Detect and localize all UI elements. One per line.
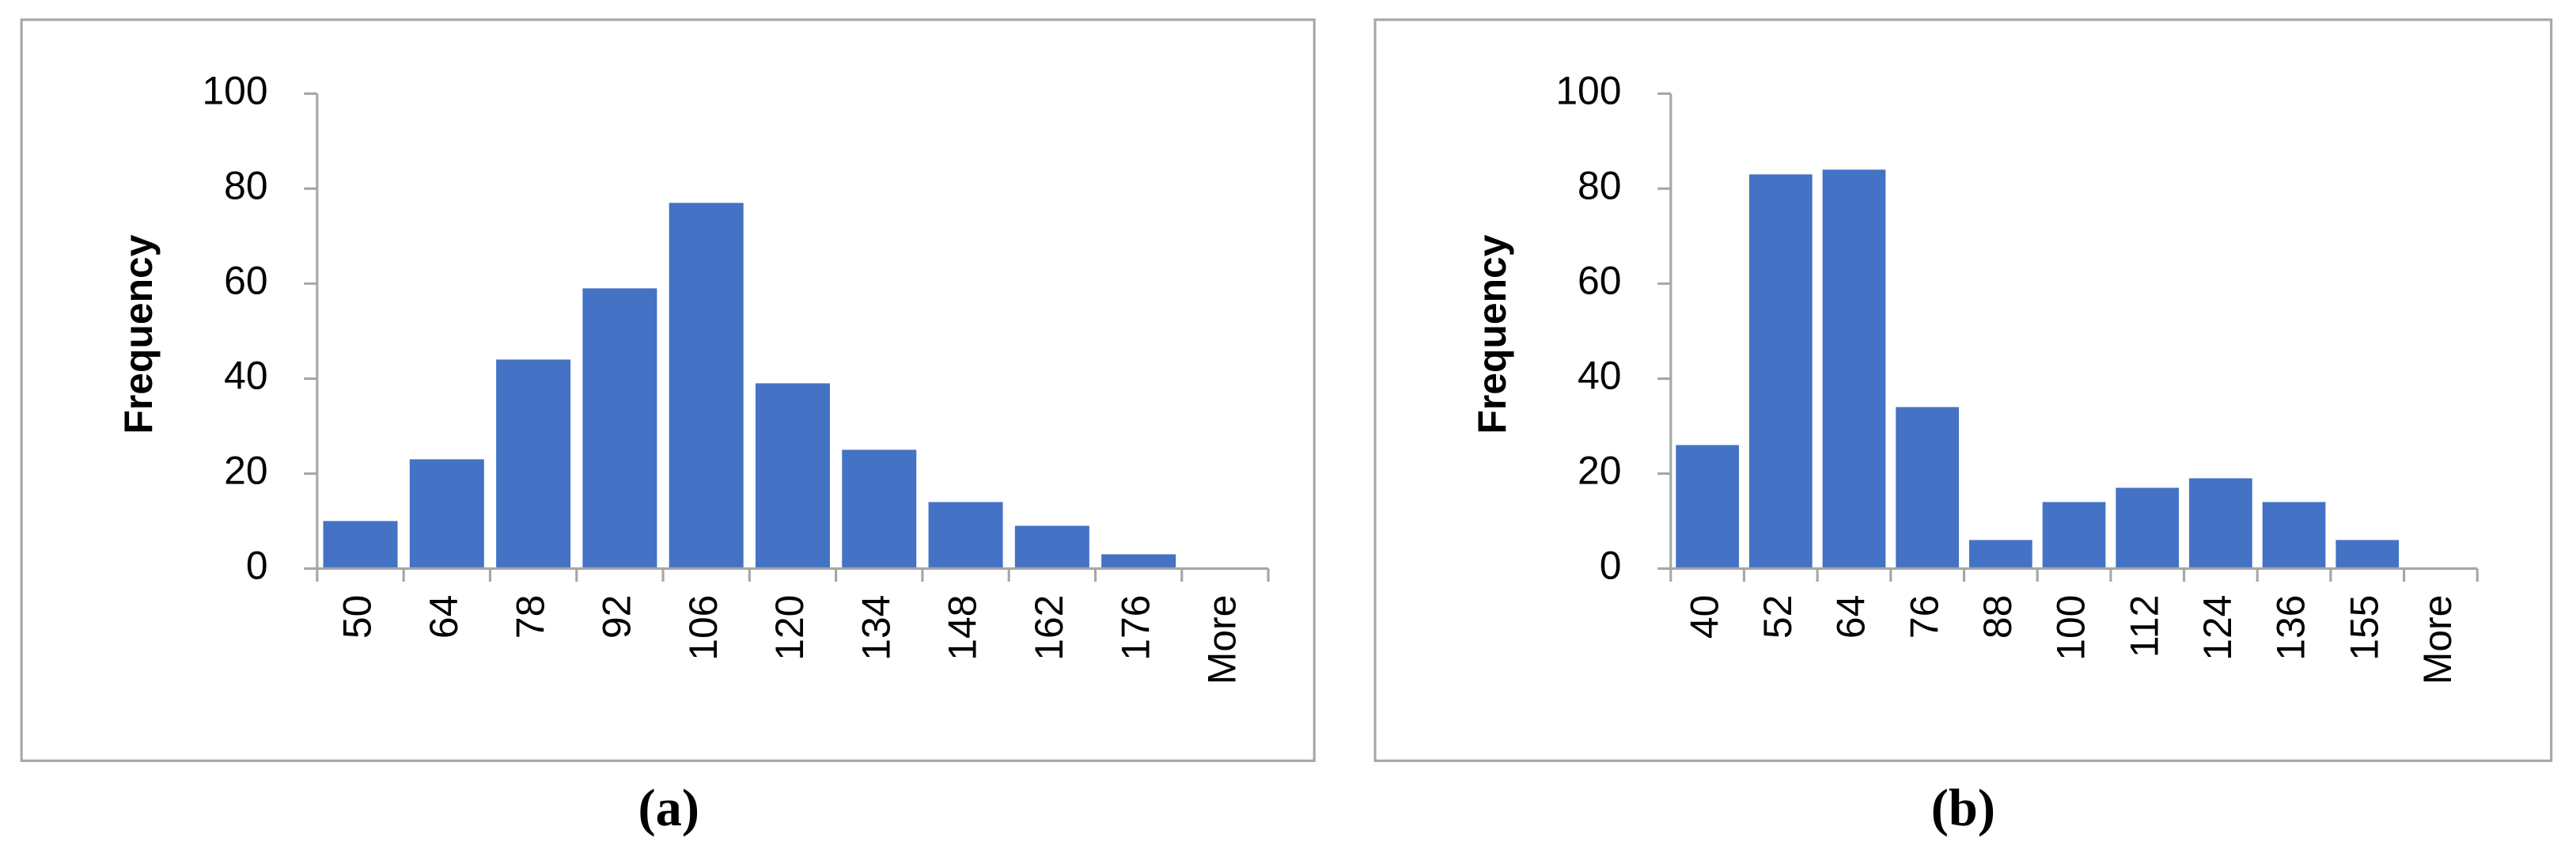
x-tick-label: 162	[1027, 595, 1071, 661]
x-tick-label: 78	[508, 595, 552, 639]
x-tick-label: 64	[422, 595, 466, 639]
y-tick-label: 40	[224, 354, 267, 398]
y-tick-label: 20	[224, 449, 267, 493]
x-tick-label: 176	[1113, 595, 1157, 661]
bar	[2116, 487, 2180, 569]
x-tick-label: 88	[1976, 595, 2020, 639]
bar	[669, 203, 744, 569]
bar	[1822, 169, 1886, 569]
bar	[1101, 554, 1176, 569]
x-tick-label: 148	[941, 595, 985, 661]
y-tick-label: 80	[224, 164, 267, 208]
bar	[409, 459, 484, 569]
bar	[582, 288, 657, 569]
bar	[1676, 445, 1739, 569]
bar	[1968, 540, 2032, 569]
bar	[755, 383, 830, 569]
bar	[323, 521, 398, 569]
bar	[842, 449, 917, 569]
x-tick-label: 100	[2049, 595, 2093, 661]
bar	[1014, 525, 1089, 569]
panel-frame	[20, 18, 1316, 762]
x-tick-label: 50	[335, 595, 380, 639]
y-axis-label: Frequency	[1470, 234, 1514, 434]
x-tick-label: 134	[854, 595, 898, 661]
x-tick-label: More	[2415, 595, 2460, 685]
panel-frame	[1373, 18, 2553, 762]
x-tick-label: 120	[767, 595, 812, 661]
caption: (a)	[638, 779, 699, 837]
y-tick-label: 20	[1578, 449, 1621, 493]
y-tick-label: 60	[1578, 259, 1621, 303]
bar	[928, 502, 1003, 569]
y-tick-label: 100	[202, 69, 267, 113]
y-axis-label: Frequency	[116, 234, 161, 434]
x-tick-label: 112	[2122, 595, 2166, 658]
bar	[2189, 478, 2252, 569]
x-tick-label: 124	[2195, 595, 2240, 661]
x-tick-label: 92	[595, 595, 639, 639]
x-tick-label: 40	[1682, 595, 1726, 639]
bar	[1748, 174, 1813, 569]
x-tick-label: 76	[1902, 595, 1946, 639]
y-tick-label: 80	[1578, 164, 1621, 208]
y-tick-label: 60	[224, 259, 267, 303]
y-tick-label: 40	[1578, 354, 1621, 398]
x-tick-label: 155	[2342, 595, 2386, 661]
x-tick-label: 136	[2269, 595, 2313, 661]
bar	[2042, 502, 2106, 569]
bar	[2262, 502, 2326, 569]
bar	[1896, 407, 1960, 569]
y-tick-label: 0	[1600, 544, 1622, 588]
x-tick-label: 106	[681, 595, 725, 661]
caption: (b)	[1931, 779, 1995, 837]
bar	[496, 359, 571, 569]
bar	[2335, 540, 2400, 569]
x-tick-label: 64	[1829, 595, 1873, 639]
y-tick-label: 0	[246, 544, 268, 588]
x-tick-label: More	[1200, 595, 1244, 685]
x-tick-label: 52	[1756, 595, 1800, 639]
y-tick-label: 100	[1555, 69, 1621, 113]
